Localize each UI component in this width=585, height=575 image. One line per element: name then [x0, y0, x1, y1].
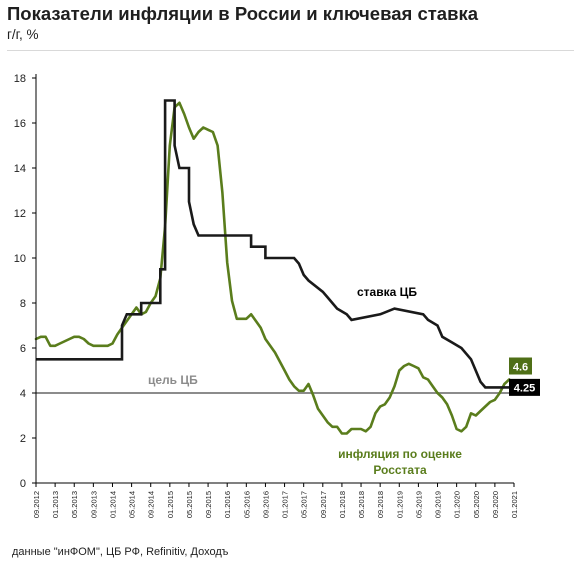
x-tick-label: 01.2017 [281, 491, 290, 518]
x-tick-label: 01.2020 [453, 491, 462, 518]
y-tick-label: 16 [14, 118, 26, 130]
x-tick-label: 09.2019 [434, 491, 443, 518]
x-axis: 09.2012 01.2013 05.2013 09.2013 01.2014 05.20… [32, 483, 519, 518]
x-tick-label: 05.2019 [414, 491, 423, 518]
chart-title: Показатели инфляции в России и ключевая … [7, 3, 479, 24]
x-tick-label: 09.2017 [319, 491, 328, 518]
rate-series-line [36, 99, 514, 389]
rate-end-label-box [509, 378, 540, 396]
y-tick-label: 8 [20, 298, 26, 310]
inflation-annotation-line2: Росстата [373, 463, 427, 477]
y-tick-label: 0 [20, 478, 26, 490]
x-tick-label: 09.2012 [32, 491, 41, 518]
inflation-annotation-line1: инфляция по оценке [338, 447, 462, 461]
x-tick-label: 01.2013 [51, 491, 60, 518]
y-tick-label: 10 [14, 253, 26, 265]
x-tick-label: 05.2014 [128, 491, 137, 518]
x-tick-label: 01.2019 [395, 491, 404, 518]
rate-annotation: ставка ЦБ [357, 285, 417, 299]
rate-end-label-text: 4.25 [514, 382, 535, 394]
x-tick-label: 09.2018 [376, 491, 385, 518]
rate-end-label: 4.25 [509, 378, 540, 396]
inflation-end-label-box [509, 357, 532, 375]
x-tick-label: 09.2015 [204, 491, 213, 518]
x-tick-label: 05.2020 [472, 491, 481, 518]
inflation-end-label: 4.6 [509, 357, 532, 375]
y-tick-label: 18 [14, 73, 26, 85]
y-tick-label: 6 [20, 343, 26, 355]
x-tick-label: 05.2017 [300, 491, 309, 518]
x-tick-label: 05.2013 [70, 491, 79, 518]
x-tick-label: 05.2015 [185, 491, 194, 518]
title-divider [7, 50, 574, 51]
x-tick-label: 09.2014 [147, 491, 156, 518]
x-tick-label: 09.2020 [491, 491, 500, 518]
y-tick-label: 2 [20, 433, 26, 445]
y-tick-label: 12 [14, 208, 26, 220]
source-note: данные "инФОМ", ЦБ РФ, Refinitiv, Доходъ [12, 546, 229, 558]
inflation-series-line [34, 101, 511, 435]
y-axis: 0 2 4 6 8 10 12 14 16 18 [14, 73, 36, 490]
x-tick-label: 01.2016 [223, 491, 232, 518]
x-tick-label: 01.2021 [510, 491, 519, 518]
target-label: цель ЦБ [148, 373, 198, 387]
y-tick-label: 4 [20, 388, 26, 400]
x-tick-label: 01.2014 [108, 491, 117, 518]
chart-subtitle: г/г, % [7, 27, 39, 42]
x-tick-label: 05.2016 [242, 491, 251, 518]
x-tick-label: 01.2015 [166, 491, 175, 518]
x-tick-label: 05.2018 [357, 491, 366, 518]
inflation-end-label-text: 4.6 [513, 362, 528, 374]
x-tick-label: 09.2016 [261, 491, 270, 518]
y-tick-label: 14 [14, 163, 26, 175]
x-tick-label: 01.2018 [338, 491, 347, 518]
x-tick-label: 09.2013 [89, 491, 98, 518]
